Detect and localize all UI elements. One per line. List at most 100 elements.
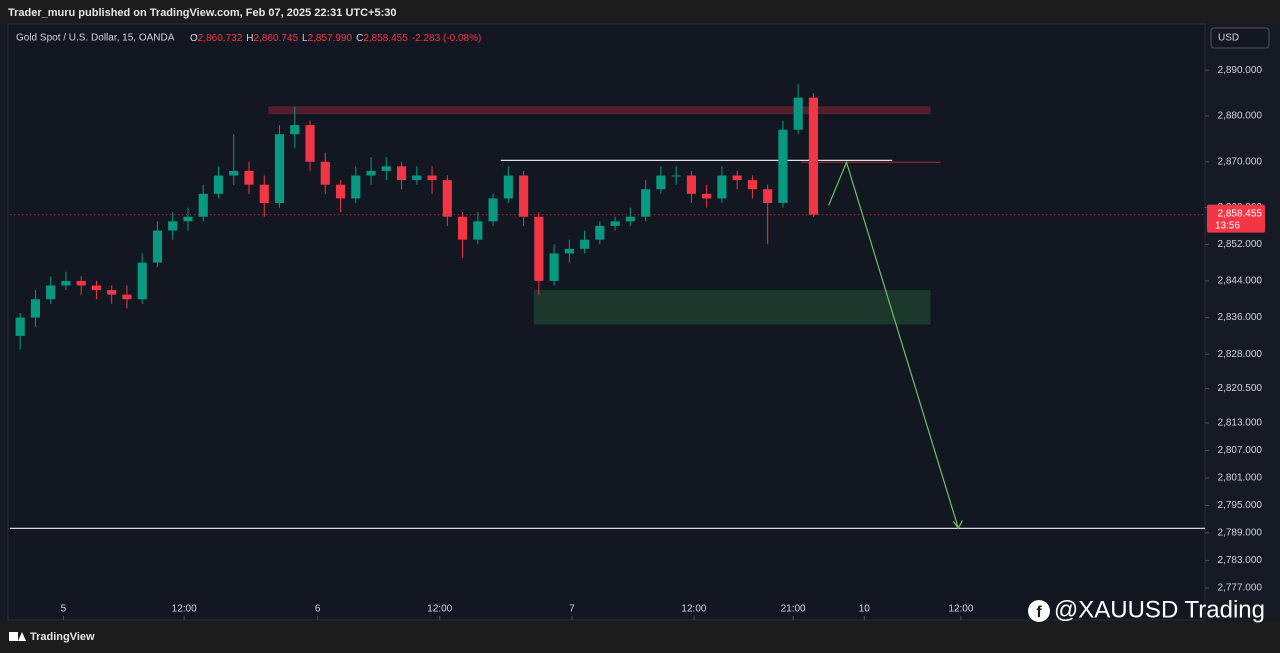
legend-key: H <box>246 33 253 44</box>
candle-body <box>107 290 117 295</box>
x-tick-label: 7 <box>569 604 575 615</box>
y-tick-label: 2,789.000 <box>1218 528 1263 539</box>
y-tick-label: 2,870.000 <box>1218 156 1263 167</box>
x-tick-label: 12:00 <box>681 604 706 615</box>
candle-body <box>656 175 666 190</box>
x-tick-label: 21:00 <box>781 604 806 615</box>
candle-body <box>808 97 819 215</box>
candle-body <box>381 166 391 171</box>
legend-change: -2.283 (-0.08%) <box>412 33 481 44</box>
price-label-box <box>1207 204 1265 233</box>
x-tick-label: 12:00 <box>948 604 973 615</box>
legend-key: L <box>302 33 308 44</box>
ohlc-legend: O2,860.732 H2,860.745 L2,857.990 C2,858.455… <box>190 33 481 44</box>
candle-body <box>793 97 803 130</box>
publisher: Trader_muru published on TradingView.com… <box>8 7 397 19</box>
y-tick-label: 2,844.000 <box>1218 276 1263 287</box>
arrow-head <box>952 520 963 530</box>
chart-title: Gold Spot / U.S. Dollar, 15, OANDA <box>16 33 175 44</box>
brand: TradingView <box>30 631 95 643</box>
candle-body <box>122 294 132 300</box>
currency-box[interactable] <box>1210 27 1270 49</box>
arrow <box>828 160 959 529</box>
candle-body <box>259 184 269 204</box>
y-tick-label: 2,813.000 <box>1218 418 1263 429</box>
tv-logo <box>9 632 26 641</box>
candle-body <box>473 221 483 240</box>
top-bar <box>0 0 1280 24</box>
y-tick-label: 2,852.000 <box>1218 239 1263 250</box>
legend-value: 2,860.745 <box>254 33 299 44</box>
candle-body <box>15 317 25 336</box>
y-tick-label: 2,795.000 <box>1218 500 1263 511</box>
candle-body <box>274 134 285 204</box>
candle-body <box>61 280 71 286</box>
candle-body <box>396 166 407 181</box>
candle-body <box>183 216 193 222</box>
zone <box>533 290 931 325</box>
candle-body <box>213 175 224 194</box>
y-tick-label: 2,807.000 <box>1218 445 1263 456</box>
candle-body <box>335 184 346 199</box>
y-tick-label: 2,820.500 <box>1218 383 1263 394</box>
candle-body <box>320 161 330 185</box>
svg-text:f: f <box>1036 604 1042 621</box>
y-tick-label: 2,828.000 <box>1218 349 1263 360</box>
candle-body <box>534 216 544 281</box>
watermark: @XAUUSD Trading <box>1054 596 1265 623</box>
candle-body <box>686 175 696 194</box>
countdown: 13:56 <box>1215 220 1240 231</box>
facebook-icon: f <box>1028 600 1050 622</box>
candle-body <box>76 280 86 286</box>
candle-body <box>457 216 468 240</box>
legend-key: C <box>356 33 363 44</box>
candle-body <box>747 180 758 190</box>
candle-body <box>46 285 56 300</box>
candle-body <box>519 175 529 217</box>
candle-body <box>610 221 620 226</box>
x-tick-label: 5 <box>61 604 67 615</box>
x-tick-label: 10 <box>859 604 871 615</box>
candle-body <box>717 175 727 199</box>
candle-body <box>564 248 574 254</box>
candle-body <box>763 189 773 204</box>
candle-body <box>702 193 712 199</box>
candle-body <box>625 216 635 222</box>
y-tick-label: 2,777.000 <box>1218 583 1263 594</box>
candle-body <box>152 230 163 263</box>
currency: USD <box>1218 33 1239 44</box>
legend-value: 2,860.732 <box>198 33 243 44</box>
x-tick-label: 12:00 <box>172 604 197 615</box>
candle-body <box>641 189 651 217</box>
x-tick-label: 6 <box>315 604 321 615</box>
candle-body <box>366 170 376 176</box>
candle-body <box>442 180 452 217</box>
candle-body <box>137 262 147 300</box>
y-tick-label: 2,801.000 <box>1218 473 1263 484</box>
candle-body <box>427 175 437 181</box>
candle-body <box>412 175 422 181</box>
candle-body <box>351 175 361 199</box>
y-tick-label: 2,836.000 <box>1218 312 1263 323</box>
candle-body <box>30 299 41 318</box>
x-tick-label: 12:00 <box>427 604 452 615</box>
legend-value: 2,857.990 <box>308 33 353 44</box>
legend-value: 2,858.455 <box>363 33 408 44</box>
candle-body <box>168 221 178 231</box>
bottom-bar <box>0 622 1280 653</box>
y-tick-label: 2,783.000 <box>1218 555 1263 566</box>
candle-body <box>229 170 239 176</box>
candle-body <box>671 175 681 177</box>
candle-body <box>778 129 788 204</box>
candle-body <box>595 225 605 240</box>
candle-body <box>244 170 254 185</box>
candle-body <box>488 198 498 222</box>
candle-body <box>732 175 742 181</box>
candle-body <box>198 193 208 217</box>
candle-body <box>580 239 590 249</box>
y-tick-label: 2,890.000 <box>1218 65 1263 76</box>
candle-body <box>305 125 315 162</box>
legend-key: O <box>190 33 198 44</box>
